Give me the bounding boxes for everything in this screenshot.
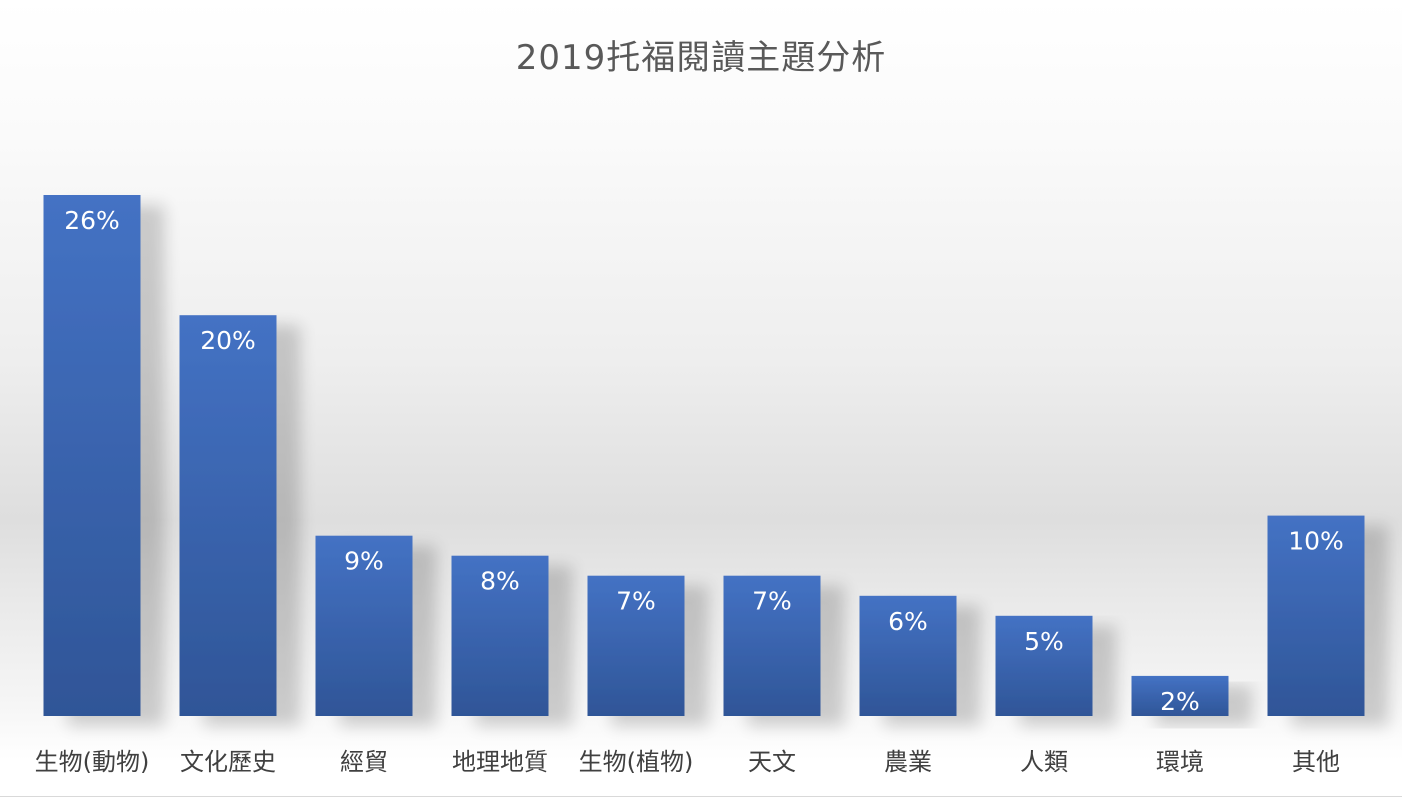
data-label-10: 10% — [1288, 527, 1344, 556]
bar-6 — [723, 575, 821, 716]
category-label-4: 地理地質 — [452, 748, 548, 776]
data-label-8: 5% — [1024, 627, 1064, 656]
category-label-1: 生物(動物) — [35, 748, 150, 776]
bar-8 — [995, 615, 1093, 716]
category-label-6: 天文 — [748, 748, 796, 776]
bar-7 — [859, 595, 957, 716]
category-label-9: 環境 — [1156, 748, 1204, 776]
bar-3 — [315, 535, 413, 716]
data-label-6: 7% — [752, 587, 792, 616]
category-label-10: 其他 — [1292, 748, 1340, 776]
data-label-3: 9% — [344, 547, 384, 576]
data-label-4: 8% — [480, 567, 520, 596]
bottom-rule — [0, 796, 1402, 797]
bar-2 — [179, 315, 277, 716]
bar-5 — [587, 575, 685, 716]
category-label-3: 經貿 — [340, 748, 388, 776]
data-label-7: 6% — [888, 607, 928, 636]
category-label-5: 生物(植物) — [579, 748, 694, 776]
data-label-5: 7% — [616, 587, 656, 616]
bar-1 — [43, 195, 141, 716]
bar-4 — [451, 555, 549, 716]
data-label-9: 2% — [1160, 687, 1200, 716]
data-label-1: 26% — [64, 206, 120, 235]
chart-title: 2019托福閱讀主題分析 — [515, 38, 887, 78]
bar-10 — [1267, 515, 1365, 716]
bar-9 — [1131, 675, 1229, 716]
category-label-8: 人類 — [1020, 748, 1068, 776]
data-label-2: 20% — [200, 326, 256, 355]
category-label-2: 文化歷史 — [180, 748, 276, 776]
category-label-7: 農業 — [884, 748, 932, 776]
